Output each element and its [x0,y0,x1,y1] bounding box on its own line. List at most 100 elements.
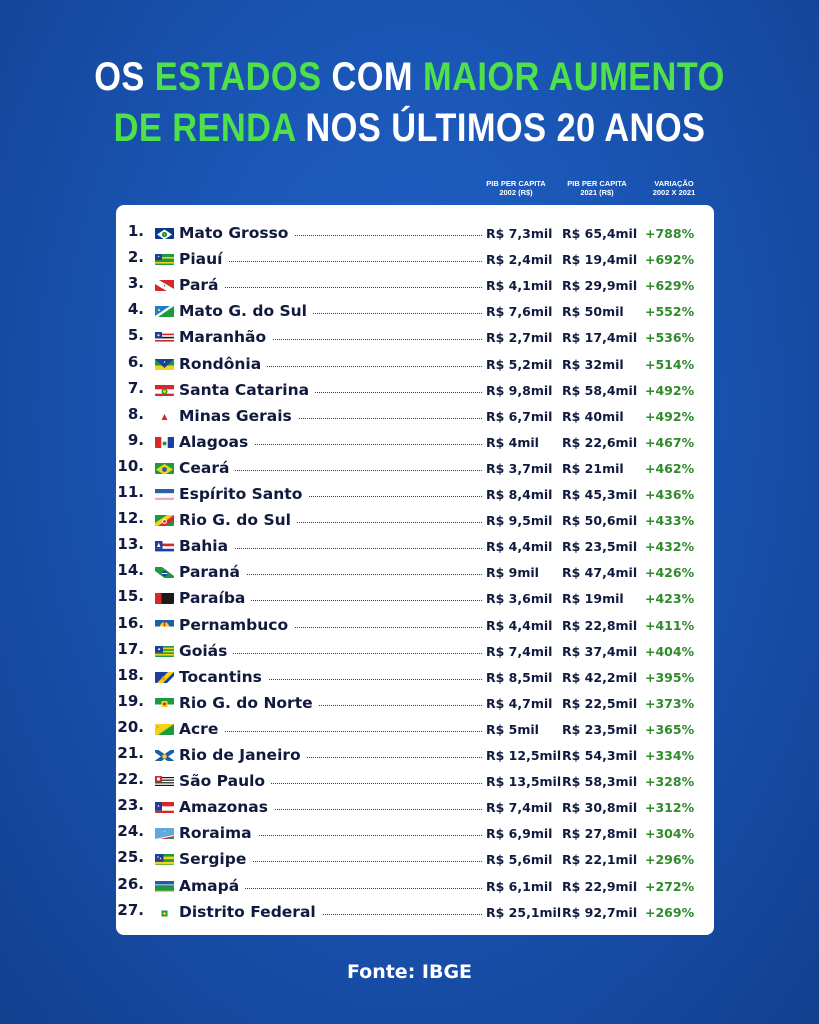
variation-value: +467% [645,434,695,450]
dotted-leader [186,835,482,837]
state-name: Rio G. do Norte [179,693,319,712]
rank-number: 11. [117,483,144,501]
table-row: 4. Mato G. do Sul R$ 7,6mil R$ 50mil +552% [116,295,714,321]
state-name: Espírito Santo [179,485,309,503]
pib-2021-value: R$ 65,4mil [562,226,638,241]
state-name: Distrito Federal [179,902,322,921]
pib-2002-value: R$ 6,1mil [486,878,553,894]
dotted-leader [186,522,482,524]
table-row: 18. Tocantins R$ 8,5mil R$ 42,2mil +395% [116,661,714,687]
pib-2021-value: R$ 19,4mil [562,252,638,268]
variation-value: +296% [645,852,695,868]
variation-value: +373% [645,695,695,711]
rank-number: 18. [117,665,144,684]
pib-2002-value: R$ 2,7mil [486,330,553,346]
variation-value: +788% [645,226,695,241]
title-line-1-part: MAIOR AUMENTO [423,55,725,99]
espirito-santo-flag [155,487,174,500]
rank-number: 16. [117,613,144,632]
rank-number: 8. [127,404,144,423]
variation-value: +404% [645,643,695,659]
pib-2002-value: R$ 6,9mil [486,826,553,842]
table-row: 1. Mato Grosso R$ 7,3mil R$ 65,4mil +788% [116,217,714,243]
variation-value: +304% [645,826,695,842]
amazonas-flag [155,800,174,814]
pib-2002-value: R$ 4,1mil [486,278,553,294]
variation-value: +312% [645,800,695,816]
column-header-variation-line2: 2002 X 2021 [652,188,696,197]
table-row: 23. Amazonas R$ 7,4mil R$ 30,8mil +312% [116,791,714,817]
dotted-leader [186,548,482,550]
pib-2021-value: R$ 22,6mil [562,434,638,450]
rank-number: 6. [127,352,144,371]
source-note: Fonte: IBGE [346,961,473,983]
sergipe-flag [155,852,174,866]
dotted-leader [186,626,482,628]
title-line-1-part: COM [321,55,424,99]
pib-2021-value: R$ 22,1mil [562,852,638,868]
dotted-leader [186,913,482,915]
pib-2002-value: R$ 7,4mil [486,643,553,659]
pib-2021-value: R$ 47,4mil [562,565,638,581]
variation-value: +692% [645,252,695,268]
mato-grosso-flag [155,226,174,239]
rank-number: 10. [117,456,144,475]
state-name: Pará [179,276,225,295]
pib-2021-value: R$ 58,3mil [562,774,638,790]
pib-2002-value: R$ 4,4mil [486,617,553,633]
para-flag [155,278,174,292]
amapa-flag [155,879,174,892]
table-row: 5. Maranhão R$ 2,7mil R$ 17,4mil +536% [116,321,714,347]
variation-value: +365% [645,721,695,737]
variation-value: +492% [645,408,695,424]
pib-2021-value: R$ 50,6mil [562,513,638,529]
pib-2002-value: R$ 7,4mil [486,800,553,816]
distrito-federal-flag [155,905,174,918]
state-name: Ceará [179,458,236,477]
state-name: Santa Catarina [179,380,316,399]
rank-number: 27. [117,900,144,919]
variation-value: +629% [645,278,695,294]
dotted-leader [186,861,482,863]
tocantins-flag [155,670,174,683]
pib-2002-value: R$ 5,6mil [486,852,553,868]
state-name: Mato Grosso [179,224,295,242]
table-row: 9. Alagoas R$ 4mil R$ 22,6mil +467% [116,426,714,452]
variation-value: +395% [645,669,695,685]
dotted-leader [186,887,482,889]
table-row: 19. Rio G. do Norte R$ 4,7mil R$ 22,5mil +37… [116,687,714,713]
title-line-2-part: NOS ÚLTIMOS 20 ANOS [295,106,706,150]
rank-number: 24. [117,822,144,841]
variation-value: +432% [645,539,695,555]
ranking-table: 1. Mato Grosso R$ 7,3mil R$ 65,4mil +788% 2. P… [116,205,714,935]
state-name: Paraíba [179,589,252,608]
state-name: Pernambuco [179,615,295,634]
dotted-leader [186,496,482,497]
pib-2021-value: R$ 27,8mil [562,826,638,842]
state-name: Amapá [179,876,246,895]
pib-2021-value: R$ 58,4mil [562,382,638,398]
minas-gerais-flag [155,409,174,422]
rank-number: 13. [117,535,144,554]
pib-2002-value: R$ 3,6mil [486,591,553,607]
table-row: 24. Roraima R$ 6,9mil R$ 27,8mil +304% [116,817,714,843]
table-row: 21. Rio de Janeiro R$ 12,5mil R$ 54,3mil +33… [116,739,714,765]
pib-2021-value: R$ 30,8mil [562,800,638,816]
pib-2021-value: R$ 22,8mil [562,617,638,633]
table-row: 6. Rondônia R$ 5,2mil R$ 32mil +514% [116,348,714,374]
pib-2021-value: R$ 50mil [562,304,624,320]
pib-2002-value: R$ 5mil [486,721,539,737]
column-header-pib-2021: PIB PER CAPITA 2021 (R$) [557,179,637,197]
column-header-pib-2002: PIB PER CAPITA 2002 (R$) [476,179,556,197]
state-name: Rondônia [179,354,268,373]
pib-2002-value: R$ 4,7mil [486,695,553,711]
pib-2002-value: R$ 2,4mil [486,252,553,268]
pib-2021-value: R$ 92,7mil [562,904,638,920]
dotted-leader [186,574,482,576]
table-row: 3. Pará R$ 4,1mil R$ 29,9mil +629% [116,269,714,295]
dotted-leader [186,339,482,341]
paraiba-flag [155,591,174,605]
pib-2021-value: R$ 45,3mil [562,487,638,502]
rank-number: 1. [127,222,144,240]
pib-2002-value: R$ 7,3mil [486,226,553,241]
